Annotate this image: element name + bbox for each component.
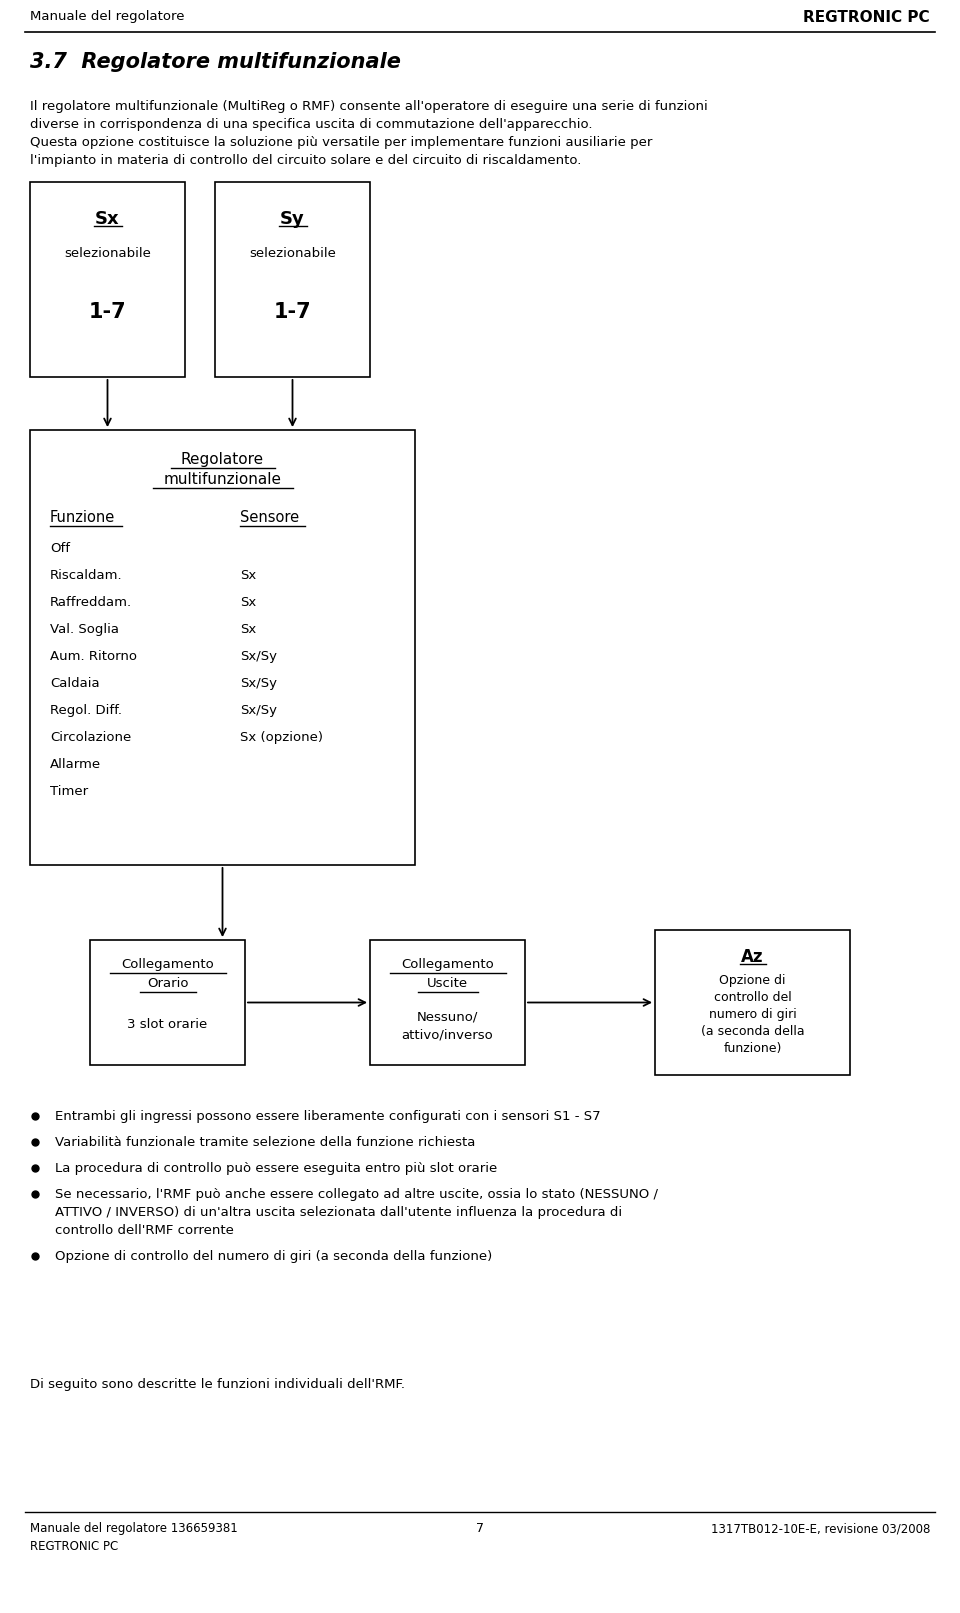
Text: Aum. Ritorno: Aum. Ritorno	[50, 650, 137, 663]
Text: Uscite: Uscite	[427, 977, 468, 990]
Text: 3.7  Regolatore multifunzionale: 3.7 Regolatore multifunzionale	[30, 52, 401, 73]
Bar	[90, 940, 245, 1065]
Text: Opzione di: Opzione di	[719, 974, 785, 987]
Text: Sx: Sx	[240, 595, 256, 610]
Text: Sx: Sx	[95, 210, 120, 227]
Text: Sy: Sy	[280, 210, 305, 227]
Text: diverse in corrispondenza di una specifica uscita di commutazione dell'apparecch: diverse in corrispondenza di una specifi…	[30, 118, 592, 131]
Text: l'impianto in materia di controllo del circuito solare e del circuito di riscald: l'impianto in materia di controllo del c…	[30, 153, 582, 168]
Text: numero di giri: numero di giri	[708, 1008, 797, 1021]
Text: Regolatore: Regolatore	[180, 452, 264, 468]
Text: Timer: Timer	[50, 786, 88, 798]
Text: Az: Az	[741, 948, 764, 966]
Text: 3 slot orarie: 3 slot orarie	[128, 1018, 207, 1031]
Text: selezionabile: selezionabile	[64, 247, 151, 260]
Text: (a seconda della: (a seconda della	[701, 1024, 804, 1039]
Text: Raffreddam.: Raffreddam.	[50, 595, 132, 610]
Text: Allarme: Allarme	[50, 758, 101, 771]
Bar	[30, 182, 185, 377]
Text: Collegamento: Collegamento	[401, 958, 493, 971]
Text: attivo/inverso: attivo/inverso	[401, 1027, 493, 1040]
Text: 1-7: 1-7	[274, 302, 311, 323]
Text: REGTRONIC PC: REGTRONIC PC	[30, 1540, 118, 1553]
Text: controllo dell'RMF corrente: controllo dell'RMF corrente	[55, 1224, 234, 1237]
Text: Manuale del regolatore: Manuale del regolatore	[30, 10, 184, 23]
Bar	[655, 931, 850, 1074]
Text: Sx/Sy: Sx/Sy	[240, 650, 277, 663]
Text: Se necessario, l'RMF può anche essere collegato ad altre uscite, ossia lo stato : Se necessario, l'RMF può anche essere co…	[55, 1189, 658, 1202]
Text: Manuale del regolatore 136659381: Manuale del regolatore 136659381	[30, 1523, 238, 1536]
Text: REGTRONIC PC: REGTRONIC PC	[804, 10, 930, 24]
Text: Off: Off	[50, 542, 70, 555]
Bar	[215, 182, 370, 377]
Text: Sx/Sy: Sx/Sy	[240, 703, 277, 718]
Text: Val. Soglia: Val. Soglia	[50, 623, 119, 636]
Text: Collegamento: Collegamento	[121, 958, 214, 971]
Text: Circolazione: Circolazione	[50, 731, 132, 744]
Text: Funzione: Funzione	[50, 510, 115, 524]
Text: Di seguito sono descritte le funzioni individuali dell'RMF.: Di seguito sono descritte le funzioni in…	[30, 1378, 405, 1390]
Text: Questa opzione costituisce la soluzione più versatile per implementare funzioni : Questa opzione costituisce la soluzione …	[30, 135, 653, 148]
Bar	[30, 431, 415, 865]
Text: ATTIVO / INVERSO) di un'altra uscita selezionata dall'utente influenza la proced: ATTIVO / INVERSO) di un'altra uscita sel…	[55, 1207, 622, 1219]
Text: 1317TB012-10E-E, revisione 03/2008: 1317TB012-10E-E, revisione 03/2008	[710, 1523, 930, 1536]
Text: Sx/Sy: Sx/Sy	[240, 677, 277, 690]
Text: Nessuno/: Nessuno/	[417, 1010, 478, 1023]
Text: Opzione di controllo del numero di giri (a seconda della funzione): Opzione di controllo del numero di giri …	[55, 1250, 492, 1263]
Text: 1-7: 1-7	[88, 302, 127, 323]
Text: La procedura di controllo può essere eseguita entro più slot orarie: La procedura di controllo può essere ese…	[55, 1161, 497, 1174]
Text: Sx: Sx	[240, 569, 256, 582]
Text: Entrambi gli ingressi possono essere liberamente configurati con i sensori S1 - : Entrambi gli ingressi possono essere lib…	[55, 1110, 601, 1123]
Text: selezionabile: selezionabile	[249, 247, 336, 260]
Text: controllo del: controllo del	[713, 990, 791, 1003]
Text: 7: 7	[476, 1523, 484, 1536]
Text: Riscaldam.: Riscaldam.	[50, 569, 123, 582]
Text: Variabilità funzionale tramite selezione della funzione richiesta: Variabilità funzionale tramite selezione…	[55, 1136, 475, 1148]
Text: Sx (opzione): Sx (opzione)	[240, 731, 323, 744]
Text: multifunzionale: multifunzionale	[163, 473, 281, 487]
Text: Regol. Diff.: Regol. Diff.	[50, 703, 122, 718]
Bar	[370, 940, 525, 1065]
Text: Sx: Sx	[240, 623, 256, 636]
Text: Orario: Orario	[147, 977, 188, 990]
Text: Caldaia: Caldaia	[50, 677, 100, 690]
Text: funzione): funzione)	[723, 1042, 781, 1055]
Text: Sensore: Sensore	[240, 510, 300, 524]
Text: Il regolatore multifunzionale (MultiReg o RMF) consente all'operatore di eseguir: Il regolatore multifunzionale (MultiReg …	[30, 100, 708, 113]
